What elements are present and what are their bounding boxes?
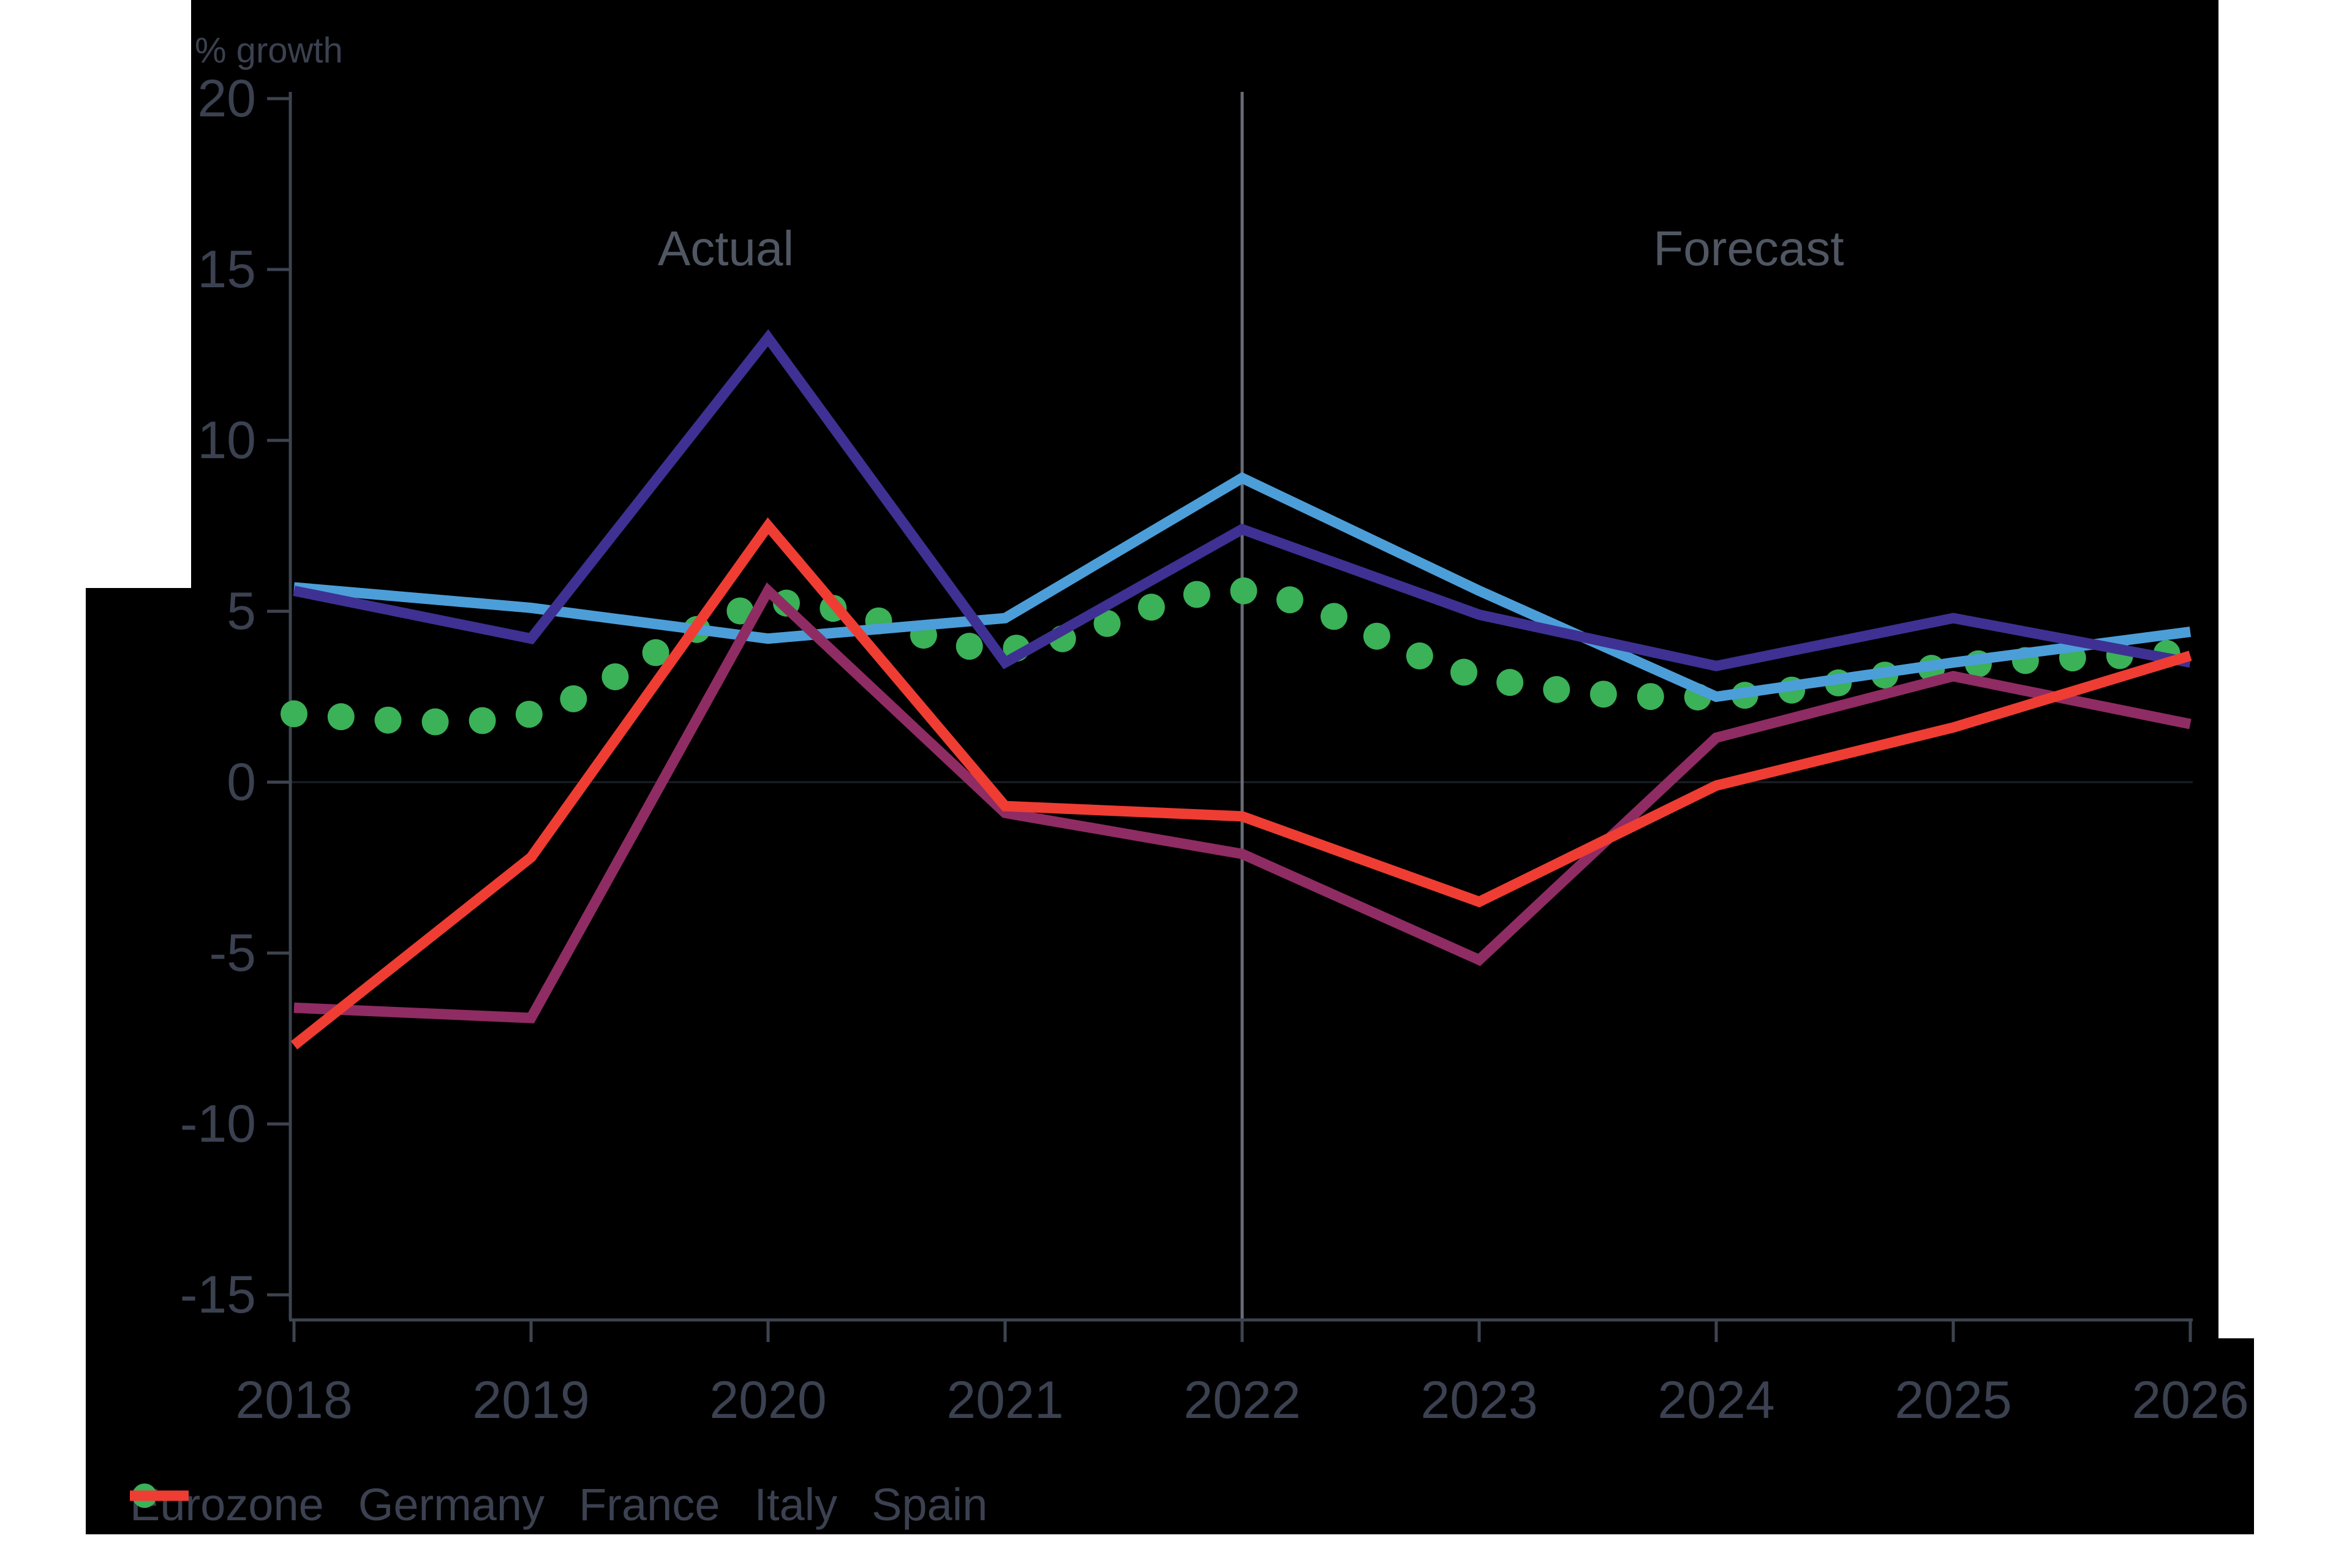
x-tick-label: 2024 (1657, 1371, 1775, 1430)
series-line-italy (293, 582, 2192, 1023)
x-tick-label: 2026 (2132, 1371, 2249, 1430)
margin-right-lower (2254, 1338, 2352, 1534)
legend-label: Spain (872, 1479, 988, 1530)
annotation-forecast: Forecast (1653, 221, 1844, 276)
legend-item-france: France (130, 1477, 720, 1532)
legend-item-italy: Italy (130, 1477, 838, 1532)
y-tick-label: 5 (227, 582, 256, 641)
margin-bottom (86, 1534, 2352, 1568)
series-line-france (293, 329, 2192, 671)
legend-label: Eurozone (130, 1479, 324, 1530)
plot-panel (86, 0, 2254, 1534)
x-tick-label: 2022 (1183, 1371, 1301, 1430)
x-tick-label: 2025 (1894, 1371, 2012, 1430)
legend-label: France (579, 1479, 720, 1530)
y-tick-label: 0 (227, 753, 256, 812)
line-swatch-icon (130, 1490, 189, 1501)
y-tick-label: -15 (179, 1265, 256, 1324)
y-axis-title: % growth (195, 31, 343, 70)
y-tick-label: -10 (179, 1095, 256, 1153)
y-tick-label: 15 (197, 240, 256, 299)
series-line-eurozone (281, 577, 2204, 736)
margin-right-upper (2218, 0, 2352, 1338)
series-line-spain (290, 517, 2192, 1050)
y-tick-label: -5 (209, 924, 256, 982)
legend-item-spain: Spain (130, 1477, 988, 1532)
series-line-germany (293, 472, 2192, 703)
y-tick-label: 20 (197, 69, 256, 128)
x-tick-label: 2023 (1420, 1371, 1538, 1430)
x-tick-label: 2019 (472, 1371, 590, 1430)
x-tick-label: 2020 (709, 1371, 827, 1430)
annotation-actual: Actual (657, 221, 794, 276)
x-tick-label: 2018 (235, 1371, 353, 1430)
legend-label: Germany (358, 1479, 545, 1530)
legend: Eurozone Germany France Italy Spain (130, 1477, 987, 1532)
legend-item-germany: Germany (130, 1477, 545, 1532)
legend-label: Italy (754, 1479, 838, 1530)
y-tick-label: 10 (197, 411, 256, 470)
margin-notch-top-left (86, 0, 191, 588)
x-tick-label: 2021 (946, 1371, 1064, 1430)
